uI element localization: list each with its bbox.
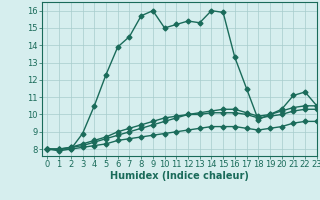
X-axis label: Humidex (Indice chaleur): Humidex (Indice chaleur) <box>110 171 249 181</box>
